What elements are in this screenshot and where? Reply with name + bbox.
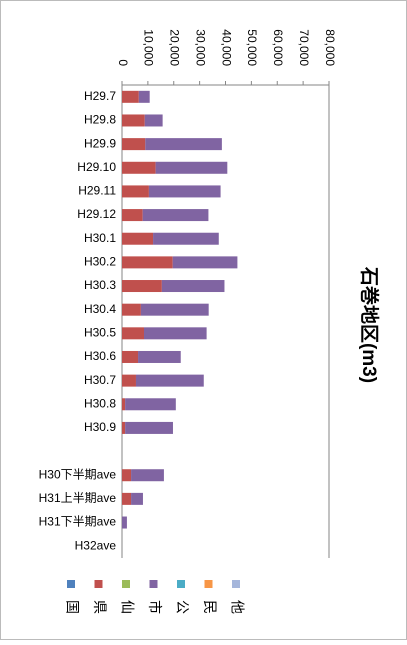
y-tick-label: H30.2 <box>84 255 116 269</box>
bar-segment <box>144 114 163 127</box>
y-tick-label: H30.9 <box>84 420 116 434</box>
bar-segment <box>172 256 238 269</box>
legend-swatch <box>94 580 103 588</box>
bar-segment <box>122 209 143 222</box>
bar-segment <box>122 280 162 293</box>
legend-label: 公 <box>174 600 190 614</box>
bar-segment <box>122 161 156 174</box>
bar-segment <box>148 185 221 198</box>
x-tick-label: 10,000 <box>142 29 156 66</box>
bar-segment <box>122 374 136 387</box>
bar-segment <box>131 492 143 505</box>
y-tick-label: H31下半期ave <box>39 515 117 529</box>
x-tick-label: 60,000 <box>271 29 285 66</box>
y-tick-label: H30.4 <box>84 302 116 316</box>
bar-segment <box>125 421 173 434</box>
bar-segment <box>122 90 139 103</box>
y-tick-label: H30.3 <box>84 278 116 292</box>
bar-segment <box>125 398 176 411</box>
x-tick-label: 30,000 <box>193 29 207 66</box>
y-tick-label: H29.8 <box>84 113 116 127</box>
x-tick-label: 20,000 <box>168 29 182 66</box>
legend-swatch <box>232 580 240 588</box>
y-tick-label: H29.12 <box>77 207 116 221</box>
bar-segment <box>153 232 219 245</box>
bar-segment <box>122 185 149 198</box>
legend-label: 県 <box>92 600 108 614</box>
legend-swatch <box>149 580 158 588</box>
y-tick-label: H30下半期ave <box>39 467 117 481</box>
y-tick-label: H30.8 <box>84 396 116 410</box>
legend-swatch <box>122 580 130 588</box>
y-tick-label: H29.7 <box>84 89 116 103</box>
bar-segment <box>161 280 225 293</box>
y-tick-label: H32ave <box>75 538 117 552</box>
legend-swatch <box>67 580 75 588</box>
bar-segment <box>122 303 141 316</box>
x-tick-label: 50,000 <box>245 29 259 66</box>
bar-segment <box>122 114 145 127</box>
legend-label: 国 <box>64 600 80 614</box>
bar-segment <box>143 327 207 340</box>
legend-label: 他 <box>229 600 245 614</box>
y-tick-label: H30.7 <box>84 373 116 387</box>
bar-segment <box>122 350 139 363</box>
legend-label: 仙 <box>119 600 135 614</box>
bar-segment <box>122 138 146 151</box>
bar-segment <box>122 232 154 245</box>
y-tick-label: H31上半期ave <box>39 491 117 505</box>
bar-segment <box>122 516 127 529</box>
y-tick-label: H29.10 <box>77 160 116 174</box>
legend-swatch <box>177 580 185 588</box>
bar-segment <box>140 303 209 316</box>
bar-segment <box>135 374 204 387</box>
legend-label: 市 <box>147 600 163 614</box>
bar-segment <box>122 469 132 482</box>
legend-label: 民 <box>202 600 218 614</box>
bar-segment <box>122 421 126 434</box>
bar-segment <box>122 492 132 505</box>
x-tick-label: 40,000 <box>219 29 233 66</box>
bar-segment <box>145 138 222 151</box>
bar-segment <box>131 469 164 482</box>
bar-segment <box>155 161 228 174</box>
y-tick-label: H30.1 <box>84 231 116 245</box>
y-tick-label: H29.9 <box>84 136 116 150</box>
bar-segment <box>122 398 126 411</box>
bar-segment <box>122 256 173 269</box>
chart-title: 石巻地区(m3) <box>358 266 381 383</box>
bar-segment <box>138 350 181 363</box>
y-tick-label: H30.6 <box>84 349 116 363</box>
bar-segment <box>122 327 144 340</box>
x-tick-label: 80,000 <box>323 29 337 66</box>
y-tick-label: H29.11 <box>78 184 116 198</box>
y-tick-label: H30.5 <box>84 325 116 339</box>
bar-segment <box>138 90 150 103</box>
legend-swatch <box>204 580 213 588</box>
x-tick-label: 70,000 <box>297 29 311 66</box>
x-tick-label: 0 <box>116 59 130 66</box>
bar-segment <box>142 209 209 222</box>
